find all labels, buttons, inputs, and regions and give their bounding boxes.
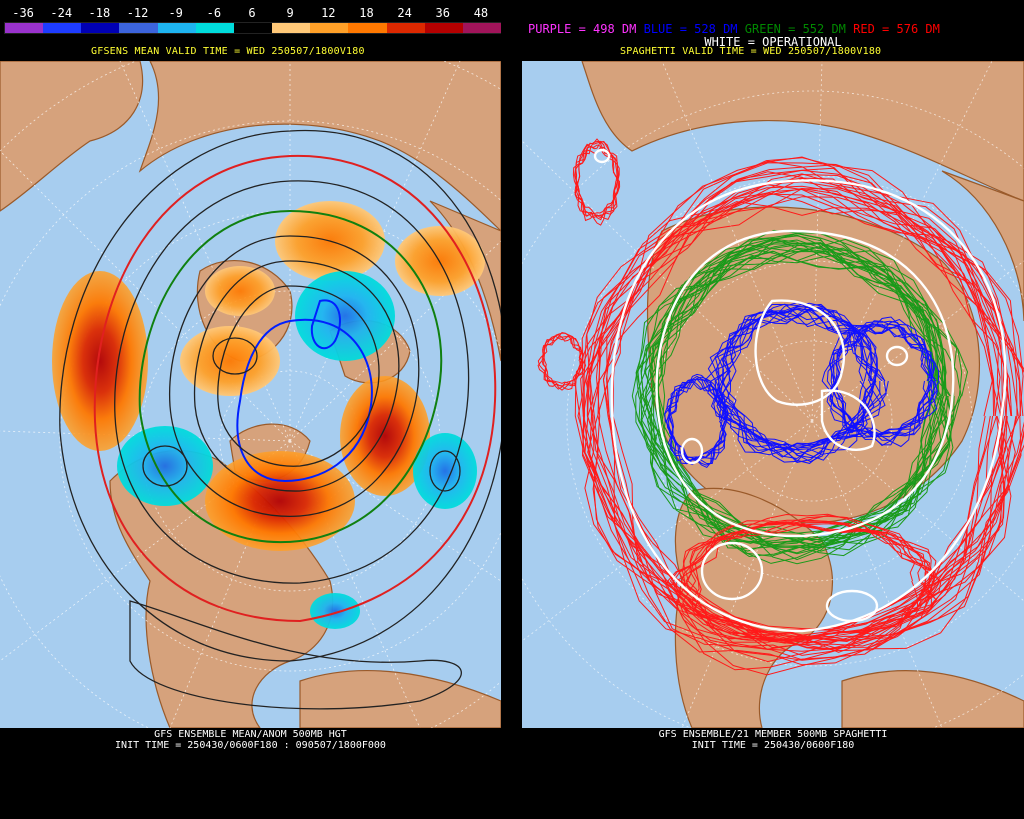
legend-red: RED = 576 DM [853, 22, 940, 36]
anomaly-colorbar [4, 22, 502, 34]
colorbar-swatch [310, 23, 349, 33]
colorbar-label: 6 [248, 6, 256, 20]
spaghetti-contours [537, 138, 1024, 676]
colorbar-swatch [119, 23, 158, 33]
spaghetti-line [826, 318, 938, 446]
legend-green: GREEN = 552 DM [744, 22, 846, 36]
colorbar-swatch [157, 23, 196, 33]
colorbar-label: -36 [12, 6, 34, 20]
colorbar-label: 48 [473, 6, 489, 20]
spaghetti-line [586, 162, 1019, 666]
panel-divider [501, 0, 522, 819]
spaghetti-line [652, 246, 948, 552]
left-valid-time: GFSENS MEAN VALID TIME = WED 250507/1800… [91, 46, 365, 57]
right-footer-init: INIT TIME = 250430/0600F180 [691, 740, 855, 751]
spaghetti-line [667, 523, 932, 641]
spaghetti-line [587, 156, 1007, 671]
colorbar-swatch [5, 23, 44, 33]
colorbar-label: -9 [168, 6, 183, 20]
spaghetti-line [584, 188, 1024, 653]
spaghetti-line [715, 308, 868, 452]
legend-white: WHITE = OPERATIONAL [704, 35, 842, 49]
lat-lon-grid [522, 61, 1024, 728]
spaghetti-line [646, 247, 947, 561]
colorbar-swatch [424, 23, 463, 33]
left-map [0, 61, 501, 728]
legend-blue: BLUE = 528 DM [643, 22, 738, 36]
spaghetti-panel: PURPLE = 498 DM BLUE = 528 DM GREEN = 55… [522, 0, 1024, 819]
spaghetti-line [831, 323, 933, 435]
spaghetti-line [675, 515, 942, 650]
right-map [522, 61, 1024, 728]
spaghetti-line [666, 375, 726, 463]
spaghetti-line [826, 323, 932, 441]
spaghetti-line [577, 160, 1012, 676]
spaghetti-line [640, 250, 949, 534]
colorbar-label: -12 [126, 6, 149, 20]
left-footer-title: GFS ENSEMBLE MEAN/ANOM 500MB HGT [154, 729, 347, 740]
spaghetti-line [572, 138, 620, 222]
spaghetti-line [667, 376, 728, 469]
spaghetti-line [681, 513, 932, 644]
right-map-svg [522, 61, 1024, 728]
spaghetti-line [640, 253, 953, 554]
spaghetti-line [635, 237, 954, 564]
colorbar-swatch [43, 23, 82, 33]
colorbar-label: 24 [397, 6, 412, 20]
spaghetti-line [666, 380, 726, 466]
colorbar-label: -6 [206, 6, 222, 20]
colorbar-swatch [81, 23, 120, 33]
right-footer-title: GFS ENSEMBLE/21 MEMBER 500MB SPAGHETTI [658, 729, 888, 740]
colorbar-label: -24 [50, 6, 73, 20]
spaghetti-line [543, 332, 584, 391]
colorbar-label: 36 [435, 6, 450, 20]
colorbar-labels: -36 -24 -18 -12 -9 -6 6 9 12 18 24 36 48 [4, 6, 500, 20]
left-map-svg [0, 61, 501, 728]
colorbar-swatch [272, 23, 311, 33]
colorbar-swatch [386, 23, 425, 33]
operational-contours [593, 148, 1007, 633]
ensemble-mean-panel: -36 -24 -18 -12 -9 -6 6 9 12 18 24 36 48 GFSENS MEAN… [0, 0, 502, 819]
colorbar-swatch [348, 23, 387, 33]
spaghetti-line [821, 322, 938, 438]
spaghetti-legend: PURPLE = 498 DM BLUE = 528 DM GREEN = 55… [528, 22, 940, 36]
spaghetti-line [580, 184, 1006, 643]
spaghetti-line [574, 193, 1018, 635]
right-valid-time: SPAGHETTI VALID TIME = WED 250507/1800V1… [620, 46, 882, 57]
spaghetti-line [640, 250, 950, 546]
spaghetti-line [589, 173, 1024, 652]
colorbar-label: 12 [321, 6, 336, 20]
spaghetti-line [668, 373, 729, 466]
spaghetti-line [587, 201, 1016, 646]
height-contours [59, 129, 501, 710]
left-footer-init: INIT TIME = 250430/0600F180 : 090507/180… [115, 740, 386, 751]
spaghetti-line [637, 239, 958, 544]
colorbar-swatch [233, 23, 273, 33]
colorbar-swatch [462, 23, 502, 33]
spaghetti-line [710, 308, 887, 463]
colorbar-label: -18 [88, 6, 111, 20]
spaghetti-line [541, 336, 584, 386]
spaghetti-line [722, 305, 877, 461]
legend-purple: PURPLE = 498 DM [528, 22, 637, 36]
colorbar-label: 9 [286, 6, 294, 20]
colorbar-label: 18 [359, 6, 374, 20]
colorbar-swatch [195, 23, 234, 33]
